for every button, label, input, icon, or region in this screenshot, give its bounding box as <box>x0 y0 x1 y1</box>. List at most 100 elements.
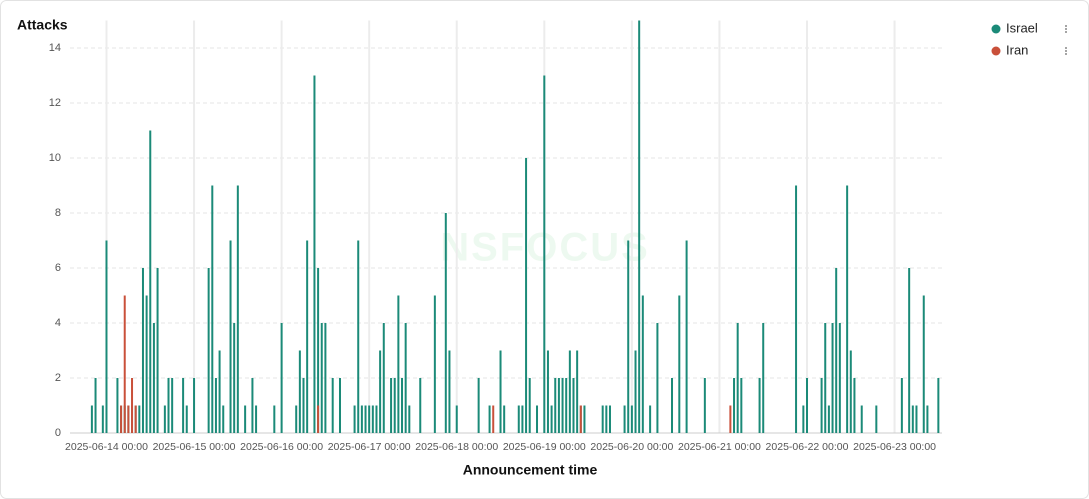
bar <box>207 268 210 433</box>
bar <box>222 405 225 433</box>
bar <box>908 268 911 433</box>
x-tick-label: 2025-06-14 00:00 <box>65 441 148 453</box>
bar <box>678 295 681 433</box>
bar <box>831 323 834 433</box>
bar <box>167 378 170 433</box>
bar <box>525 158 528 433</box>
bar <box>568 350 571 433</box>
bar <box>193 378 196 433</box>
bar <box>401 378 404 433</box>
y-tick-label: 2 <box>55 372 61 384</box>
bar <box>368 405 371 433</box>
y-tick-label: 14 <box>49 42 61 54</box>
bar <box>149 130 152 433</box>
bar <box>536 405 539 433</box>
bar <box>455 405 458 433</box>
legend-menu-dot <box>1065 25 1067 27</box>
bar <box>255 405 258 433</box>
bar <box>827 405 830 433</box>
bar <box>233 323 236 433</box>
bar <box>236 185 239 433</box>
bar <box>141 268 144 433</box>
bar <box>393 378 396 433</box>
y-tick-label: 0 <box>55 427 61 439</box>
bar <box>656 323 659 433</box>
bar <box>685 240 688 433</box>
legend-label: Iran <box>1006 42 1028 57</box>
bar <box>627 240 630 433</box>
bar <box>576 350 579 433</box>
bar <box>733 378 736 433</box>
bar <box>317 405 320 433</box>
bar <box>214 378 217 433</box>
bar <box>433 295 436 433</box>
bar <box>116 378 119 433</box>
bar <box>397 295 400 433</box>
bar <box>273 405 276 433</box>
bar <box>280 323 283 433</box>
bar <box>554 378 557 433</box>
bar <box>499 350 502 433</box>
bar <box>802 405 805 433</box>
bar <box>630 405 633 433</box>
bar <box>251 378 254 433</box>
bar <box>298 350 301 433</box>
bar <box>127 405 130 433</box>
legend-menu-dot <box>1065 28 1067 30</box>
bar <box>860 405 863 433</box>
bar <box>320 323 323 433</box>
bar <box>163 405 166 433</box>
bar <box>762 323 765 433</box>
x-tick-label: 2025-06-15 00:00 <box>153 441 236 453</box>
bar <box>448 350 451 433</box>
bar <box>185 405 188 433</box>
bar <box>152 323 155 433</box>
bar <box>390 378 393 433</box>
x-tick-label: 2025-06-19 00:00 <box>503 441 586 453</box>
bar <box>565 378 568 433</box>
x-tick-label: 2025-06-22 00:00 <box>766 441 849 453</box>
bar <box>182 378 185 433</box>
legend-menu-dot <box>1065 47 1067 49</box>
bar <box>90 405 93 433</box>
bar <box>94 378 97 433</box>
bar <box>623 405 626 433</box>
bar <box>795 185 798 433</box>
bar <box>338 378 341 433</box>
bar <box>557 378 560 433</box>
bar <box>131 378 134 433</box>
y-tick-label: 8 <box>55 207 61 219</box>
bar <box>419 378 422 433</box>
bar <box>503 405 506 433</box>
bar <box>820 378 823 433</box>
bar <box>492 405 495 433</box>
bar <box>824 323 827 433</box>
bar <box>134 405 137 433</box>
bar <box>295 405 298 433</box>
x-tick-label: 2025-06-20 00:00 <box>590 441 673 453</box>
bar <box>171 378 174 433</box>
bar <box>244 405 247 433</box>
legend-label: Israel <box>1006 20 1038 35</box>
legend-marker <box>991 46 1001 56</box>
legend-marker <box>991 24 1001 34</box>
bar <box>561 378 564 433</box>
bar <box>926 405 929 433</box>
bar <box>911 405 914 433</box>
bar <box>608 405 611 433</box>
bar <box>408 405 411 433</box>
legend-menu-dot <box>1065 53 1067 55</box>
bar <box>521 405 524 433</box>
bar <box>835 268 838 433</box>
bar <box>360 405 363 433</box>
y-axis-title: Attacks <box>17 17 68 33</box>
bar <box>364 405 367 433</box>
bar <box>444 213 447 433</box>
bar <box>528 378 531 433</box>
bar <box>915 405 918 433</box>
bar <box>638 20 641 433</box>
bar <box>324 323 327 433</box>
bar <box>922 295 925 433</box>
bar <box>357 240 360 433</box>
